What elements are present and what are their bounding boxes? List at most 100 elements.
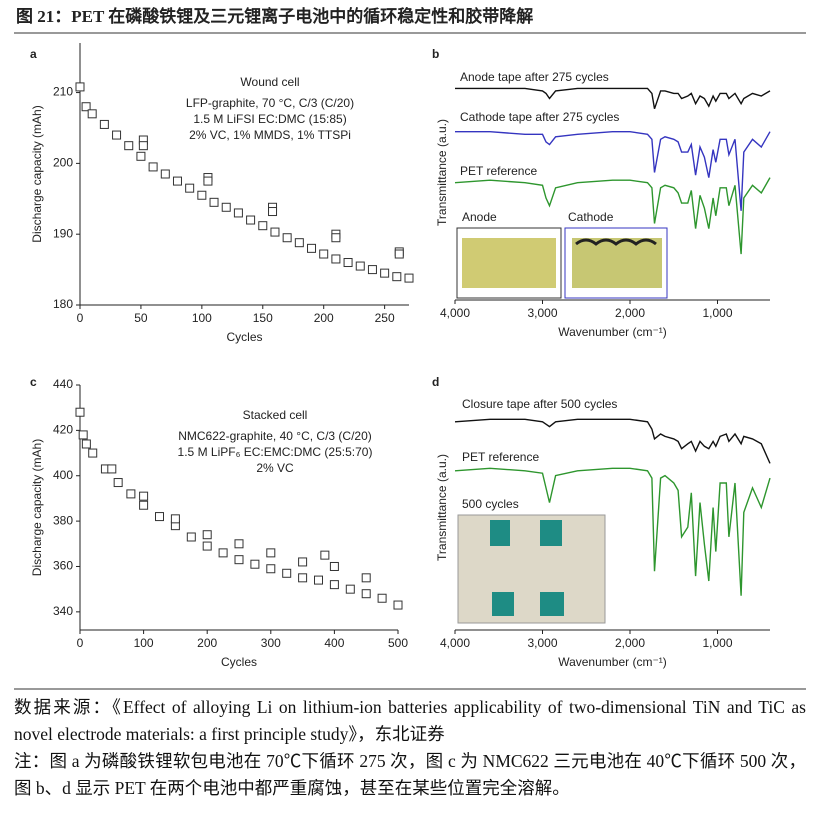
data-point bbox=[160, 169, 170, 179]
x-tick-label: 4,000 bbox=[440, 636, 470, 650]
photo-detail bbox=[540, 592, 564, 616]
data-point bbox=[377, 593, 387, 603]
y-axis-label: Discharge capacity (mAh) bbox=[30, 105, 44, 242]
panel-label: d bbox=[432, 375, 439, 389]
annotation: 1.5 M LiPF₆ EC:EMC:DMC (25:5:70) bbox=[178, 445, 373, 459]
data-point bbox=[266, 564, 276, 574]
y-axis-label: Discharge capacity (mAh) bbox=[30, 439, 44, 576]
data-point bbox=[107, 464, 117, 474]
photo-detail bbox=[492, 592, 514, 616]
panel-label: b bbox=[432, 47, 439, 61]
data-point bbox=[75, 82, 85, 92]
data-point bbox=[329, 580, 339, 590]
source-note: 数据来源：《Effect of alloying Li on lithium-i… bbox=[14, 697, 806, 744]
y-tick-label: 210 bbox=[53, 85, 73, 99]
data-point bbox=[404, 273, 414, 283]
data-point bbox=[148, 162, 158, 172]
data-point bbox=[81, 439, 91, 449]
x-tick-label: 150 bbox=[253, 311, 273, 325]
note: 注：图 a 为磷酸铁锂软包电池在 70℃下循环 275 次，图 c 为 NMC6… bbox=[14, 751, 806, 798]
data-point bbox=[394, 249, 404, 259]
annotation: 500 cycles bbox=[462, 497, 519, 511]
x-tick-label: 2,000 bbox=[615, 636, 645, 650]
data-point bbox=[87, 109, 97, 119]
photo bbox=[462, 238, 556, 288]
data-point bbox=[393, 600, 403, 610]
data-point bbox=[367, 265, 377, 275]
x-tick-label: 250 bbox=[375, 311, 395, 325]
figure-title: 图 21：PET 在磷酸铁锂及三元锂离子电池中的循环稳定性和胶带降解 bbox=[16, 6, 533, 26]
data-point bbox=[75, 407, 85, 417]
x-axis-label: Cycles bbox=[226, 330, 262, 344]
x-tick-label: 3,000 bbox=[527, 636, 557, 650]
data-point bbox=[294, 238, 304, 248]
data-point bbox=[361, 589, 371, 599]
panel-label: a bbox=[30, 47, 37, 61]
data-point bbox=[331, 254, 341, 264]
spectrum-line bbox=[454, 467, 771, 596]
y-tick-label: 440 bbox=[53, 377, 73, 391]
data-point bbox=[282, 233, 292, 243]
data-point bbox=[380, 268, 390, 278]
photo bbox=[572, 238, 662, 288]
annotation: Stacked cell bbox=[243, 408, 308, 422]
data-point bbox=[221, 202, 231, 212]
data-point bbox=[155, 512, 164, 522]
data-point bbox=[172, 176, 182, 186]
data-point bbox=[186, 532, 196, 542]
panel-label: c bbox=[30, 375, 37, 389]
data-point bbox=[139, 500, 149, 510]
annotation: 1.5 M LiFSI EC:DMC (15:85) bbox=[193, 112, 346, 126]
annotation: Cathode bbox=[568, 210, 614, 224]
x-tick-label: 4,000 bbox=[440, 306, 470, 320]
x-tick-label: 0 bbox=[77, 311, 84, 325]
data-point bbox=[78, 430, 88, 440]
photo bbox=[457, 514, 606, 624]
data-point bbox=[139, 491, 149, 501]
y-axis-label: Transmittance (a.u.) bbox=[435, 119, 449, 226]
annotation: LFP-graphite, 70 °C, C/3 (C/20) bbox=[186, 96, 354, 110]
data-point bbox=[355, 261, 365, 271]
data-point bbox=[126, 489, 136, 499]
x-tick-label: 1,000 bbox=[702, 636, 732, 650]
spectrum-line bbox=[454, 177, 771, 255]
y-tick-label: 180 bbox=[53, 297, 73, 311]
x-tick-label: 0 bbox=[77, 636, 84, 650]
x-tick-label: 2,000 bbox=[615, 306, 645, 320]
data-point bbox=[170, 514, 180, 524]
data-point bbox=[314, 575, 323, 585]
y-tick-label: 380 bbox=[53, 513, 73, 527]
x-tick-label: 50 bbox=[134, 311, 148, 325]
data-point bbox=[99, 119, 109, 129]
data-point bbox=[270, 227, 280, 237]
data-point bbox=[266, 548, 276, 558]
x-axis-label: Cycles bbox=[221, 655, 257, 669]
y-tick-label: 420 bbox=[53, 423, 73, 437]
data-point bbox=[197, 190, 207, 200]
data-point bbox=[202, 530, 212, 540]
data-point bbox=[345, 584, 355, 594]
series-label: Anode tape after 275 cycles bbox=[460, 70, 609, 84]
x-tick-label: 500 bbox=[388, 636, 408, 650]
data-point bbox=[329, 561, 339, 571]
footer: 数据来源：《Effect of alloying Li on lithium-i… bbox=[14, 694, 806, 802]
data-point bbox=[361, 573, 371, 583]
annotation: NMC622-graphite, 40 °C, C/3 (C/20) bbox=[178, 429, 372, 443]
data-point bbox=[343, 258, 353, 268]
y-tick-label: 200 bbox=[53, 156, 73, 170]
data-point bbox=[298, 573, 308, 583]
photo-detail bbox=[540, 520, 562, 546]
series-label: PET reference bbox=[460, 164, 537, 178]
y-tick-label: 360 bbox=[53, 559, 73, 573]
data-point bbox=[136, 151, 146, 161]
x-axis-label: Wavenumber (cm⁻¹) bbox=[558, 325, 667, 339]
data-point bbox=[258, 221, 268, 231]
x-tick-label: 100 bbox=[134, 636, 154, 650]
data-point bbox=[88, 448, 98, 458]
data-point bbox=[234, 539, 244, 549]
y-tick-label: 190 bbox=[53, 226, 73, 240]
x-axis-label: Wavenumber (cm⁻¹) bbox=[558, 655, 667, 669]
data-point bbox=[138, 141, 148, 151]
data-point bbox=[113, 478, 123, 488]
